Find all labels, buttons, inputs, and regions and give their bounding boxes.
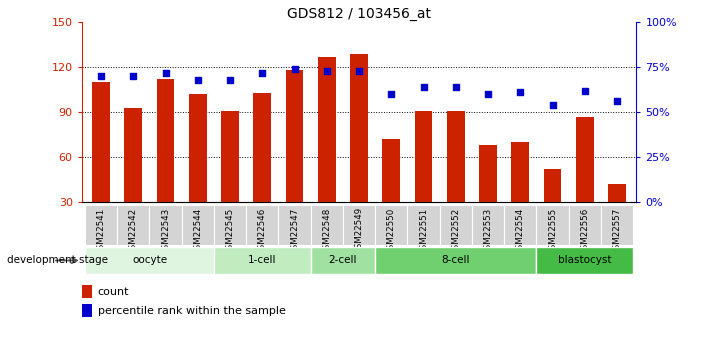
Text: GSM22547: GSM22547 xyxy=(290,207,299,255)
Point xyxy=(547,102,558,108)
Text: GSM22557: GSM22557 xyxy=(612,207,621,255)
Bar xyxy=(92,82,110,202)
Bar xyxy=(286,70,304,202)
Text: GSM22545: GSM22545 xyxy=(225,207,235,255)
Bar xyxy=(383,139,400,202)
FancyBboxPatch shape xyxy=(569,205,601,245)
Text: GSM22544: GSM22544 xyxy=(193,207,203,255)
FancyBboxPatch shape xyxy=(536,247,633,274)
Bar xyxy=(511,142,529,202)
Point xyxy=(289,66,300,72)
FancyBboxPatch shape xyxy=(182,205,214,245)
Point xyxy=(579,88,590,93)
Text: GSM22551: GSM22551 xyxy=(419,207,428,255)
Bar xyxy=(156,79,174,202)
Text: GSM22556: GSM22556 xyxy=(580,207,589,255)
Point xyxy=(95,73,107,79)
Text: GSM22542: GSM22542 xyxy=(129,207,138,255)
Text: count: count xyxy=(98,287,129,297)
Text: GSM22541: GSM22541 xyxy=(97,207,106,255)
Point xyxy=(611,99,623,104)
Point xyxy=(418,84,429,90)
FancyBboxPatch shape xyxy=(279,205,311,245)
Text: development stage: development stage xyxy=(7,256,108,265)
Text: 8-cell: 8-cell xyxy=(442,256,470,265)
FancyBboxPatch shape xyxy=(85,247,214,274)
Point xyxy=(257,70,268,76)
Point xyxy=(385,91,397,97)
Bar xyxy=(415,111,432,202)
Point xyxy=(225,77,236,82)
Bar xyxy=(221,111,239,202)
FancyBboxPatch shape xyxy=(246,205,279,245)
Bar xyxy=(82,285,92,298)
Title: GDS812 / 103456_at: GDS812 / 103456_at xyxy=(287,7,431,21)
Point xyxy=(128,73,139,79)
FancyBboxPatch shape xyxy=(504,205,536,245)
Bar xyxy=(479,145,497,202)
Text: GSM22555: GSM22555 xyxy=(548,207,557,255)
FancyBboxPatch shape xyxy=(117,205,149,245)
Text: GSM22549: GSM22549 xyxy=(355,207,363,254)
FancyBboxPatch shape xyxy=(472,205,504,245)
FancyBboxPatch shape xyxy=(149,205,182,245)
Text: blastocyst: blastocyst xyxy=(558,256,611,265)
Bar xyxy=(189,94,207,202)
Bar xyxy=(82,304,92,317)
Bar xyxy=(544,169,562,202)
FancyBboxPatch shape xyxy=(439,205,472,245)
Text: oocyte: oocyte xyxy=(132,256,167,265)
Text: 1-cell: 1-cell xyxy=(248,256,277,265)
Point xyxy=(192,77,203,82)
Bar xyxy=(318,57,336,202)
FancyBboxPatch shape xyxy=(311,205,343,245)
Bar xyxy=(608,184,626,202)
Text: GSM22552: GSM22552 xyxy=(451,207,460,255)
Bar xyxy=(351,54,368,202)
FancyBboxPatch shape xyxy=(214,247,311,274)
FancyBboxPatch shape xyxy=(536,205,569,245)
Text: GSM22546: GSM22546 xyxy=(258,207,267,255)
Text: GSM22550: GSM22550 xyxy=(387,207,396,255)
FancyBboxPatch shape xyxy=(85,205,117,245)
Text: GSM22553: GSM22553 xyxy=(483,207,493,255)
FancyBboxPatch shape xyxy=(375,247,536,274)
Text: GSM22548: GSM22548 xyxy=(322,207,331,255)
Bar xyxy=(447,111,465,202)
Bar xyxy=(253,93,271,202)
Bar xyxy=(124,108,142,202)
FancyBboxPatch shape xyxy=(407,205,439,245)
Text: GSM22543: GSM22543 xyxy=(161,207,170,255)
FancyBboxPatch shape xyxy=(601,205,633,245)
Point xyxy=(353,68,365,73)
FancyBboxPatch shape xyxy=(375,205,407,245)
FancyBboxPatch shape xyxy=(343,205,375,245)
Text: percentile rank within the sample: percentile rank within the sample xyxy=(98,306,286,316)
Point xyxy=(515,90,526,95)
Point xyxy=(321,68,333,73)
FancyBboxPatch shape xyxy=(214,205,246,245)
Point xyxy=(450,84,461,90)
Text: GSM22554: GSM22554 xyxy=(515,207,525,255)
Bar xyxy=(576,117,594,202)
Point xyxy=(482,91,493,97)
Text: 2-cell: 2-cell xyxy=(328,256,357,265)
Point xyxy=(160,70,171,76)
FancyBboxPatch shape xyxy=(311,247,375,274)
